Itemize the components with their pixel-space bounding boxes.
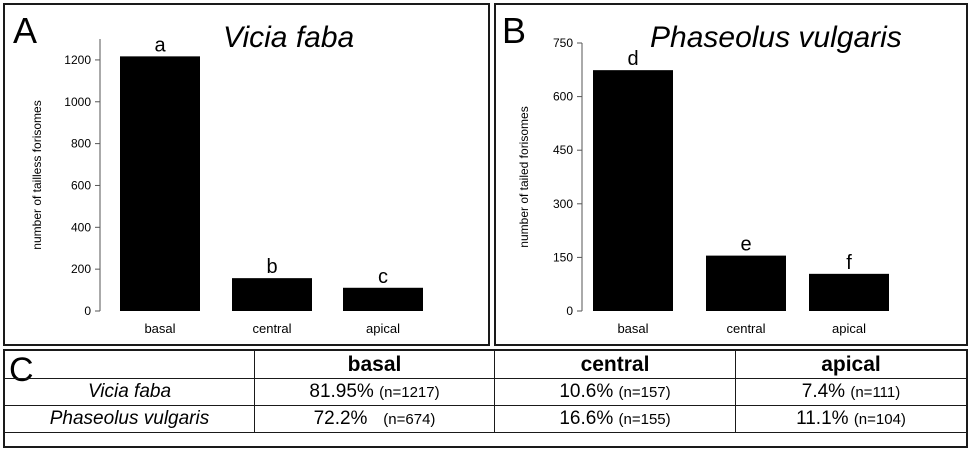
y-tick-label: 1000	[64, 95, 91, 109]
y-tick-label: 200	[71, 262, 91, 276]
bar-significance-label: d	[627, 48, 638, 70]
bar-significance-label: a	[154, 34, 166, 56]
x-category-label: central	[726, 321, 765, 336]
x-category-label: basal	[617, 321, 648, 336]
bar-basal	[120, 56, 200, 312]
y-axis-label: number of tailless forisomes	[30, 100, 44, 249]
y-tick-label: 400	[71, 220, 91, 234]
table-cell: 16.6% (n=155)	[495, 406, 736, 433]
bar-significance-label: e	[740, 234, 751, 256]
y-tick-label: 150	[553, 250, 573, 264]
y-tick-label: 600	[553, 90, 573, 104]
bar-central	[232, 278, 312, 311]
table-corner-cell	[5, 351, 255, 379]
y-tick-label: 800	[71, 137, 91, 151]
chart-b-title: Phaseolus vulgaris	[650, 21, 902, 54]
y-tick-label: 750	[553, 36, 573, 50]
panel-label-c: C	[9, 351, 34, 389]
column-header-basal: basal	[255, 351, 495, 379]
table-cell: 7.4% (n=111)	[736, 379, 966, 406]
table-cell: 72.2% (n=674)	[255, 406, 495, 433]
x-category-label: central	[252, 321, 291, 336]
y-axis-label: number of tailed forisomes	[517, 106, 531, 247]
y-tick-label: 0	[84, 304, 91, 318]
y-tick-label: 450	[553, 143, 573, 157]
panel-label-a: A	[13, 10, 38, 51]
y-tick-label: 1200	[64, 53, 91, 67]
bar-significance-label: c	[378, 266, 388, 288]
bar-apical	[809, 273, 889, 311]
chart-a-svg: 0 200 400 600 800 1000 1200 number of tailless …	[30, 34, 423, 336]
bar-significance-label: b	[266, 256, 277, 278]
bar-significance-label: f	[846, 252, 852, 274]
table-cell: 81.95% (n=1217)	[255, 379, 495, 406]
summary-table: C basal central apical Vicia faba 81.95%…	[3, 349, 968, 448]
y-tick-label: 600	[71, 178, 91, 192]
table-cell: 10.6% (n=157)	[495, 379, 736, 406]
bar-central	[706, 255, 786, 311]
bar-basal	[593, 70, 673, 311]
column-header-central: central	[495, 351, 736, 379]
y-tick-label: 300	[553, 197, 573, 211]
panel-label-b: B	[502, 10, 527, 51]
chart-panel-a: 0 200 400 600 800 1000 1200 number of tailless …	[3, 3, 490, 346]
x-category-label: apical	[366, 321, 400, 336]
chart-a-title: Vicia faba	[223, 21, 355, 54]
row-name-vicia: Vicia faba	[5, 379, 255, 406]
x-category-label: apical	[832, 321, 866, 336]
y-tick-label: 0	[566, 304, 573, 318]
chart-b-svg: 0 150 300 450 600 750 number of tailed forisom…	[517, 36, 889, 336]
bar-apical	[343, 287, 423, 311]
row-name-phaseolus: Phaseolus vulgaris	[5, 406, 255, 433]
table-cell: 11.1% (n=104)	[736, 406, 966, 433]
chart-panel-b: 0 150 300 450 600 750 number of tailed forisom…	[494, 3, 968, 346]
column-header-apical: apical	[736, 351, 966, 379]
x-category-label: basal	[144, 321, 175, 336]
